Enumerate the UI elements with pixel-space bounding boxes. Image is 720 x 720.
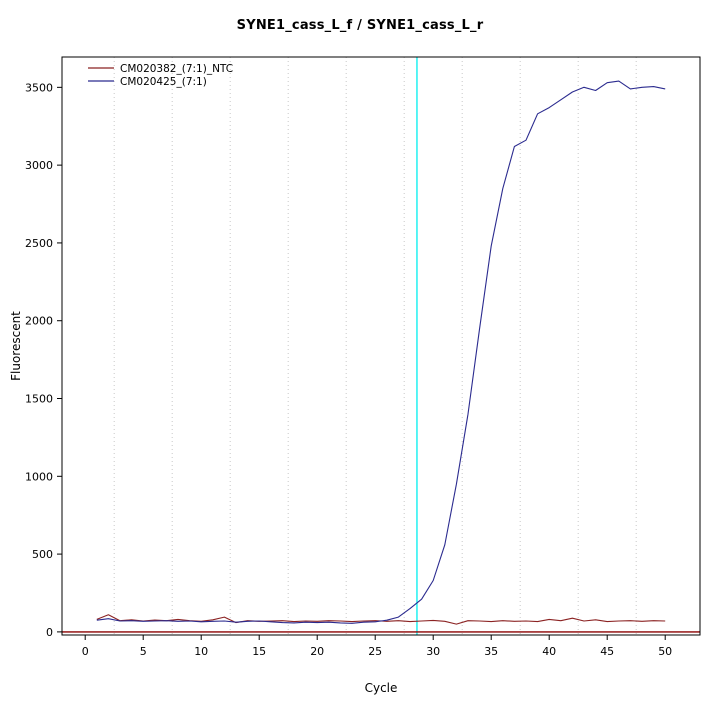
plot-border — [61, 56, 701, 636]
y-tick-label: 2500 — [25, 237, 53, 250]
x-tick-label: 40 — [542, 645, 556, 658]
x-tick-label: 20 — [310, 645, 324, 658]
x-tick-label: 50 — [658, 645, 672, 658]
y-tick-label: 3000 — [25, 159, 53, 172]
y-tick-label: 500 — [32, 548, 53, 561]
chart-title: SYNE1_cass_L_f / SYNE1_cass_L_r — [236, 18, 484, 33]
y-tick-label: 1500 — [25, 393, 53, 406]
series-line-sample — [96, 80, 666, 624]
y-tick-label: 2000 — [25, 315, 53, 328]
x-tick-label: 45 — [600, 645, 614, 658]
series-line-ntc — [96, 614, 666, 625]
x-axis-label: Cycle — [365, 681, 398, 695]
y-tick-label: 3500 — [25, 81, 53, 94]
x-tick-label: 15 — [252, 645, 266, 658]
legend-label: CM020425_(7:1) — [120, 76, 207, 88]
y-axis-label: Fluorescent — [9, 311, 23, 381]
x-tick-label: 5 — [140, 645, 147, 658]
x-tick-label: 10 — [194, 645, 208, 658]
legend-label: CM020382_(7:1)_NTC — [120, 63, 233, 75]
x-tick-label: 30 — [426, 645, 440, 658]
y-tick-label: 0 — [46, 626, 53, 639]
y-tick-label: 1000 — [25, 470, 53, 483]
x-tick-label: 35 — [484, 645, 498, 658]
x-tick-label: 25 — [368, 645, 382, 658]
x-tick-label: 0 — [82, 645, 89, 658]
